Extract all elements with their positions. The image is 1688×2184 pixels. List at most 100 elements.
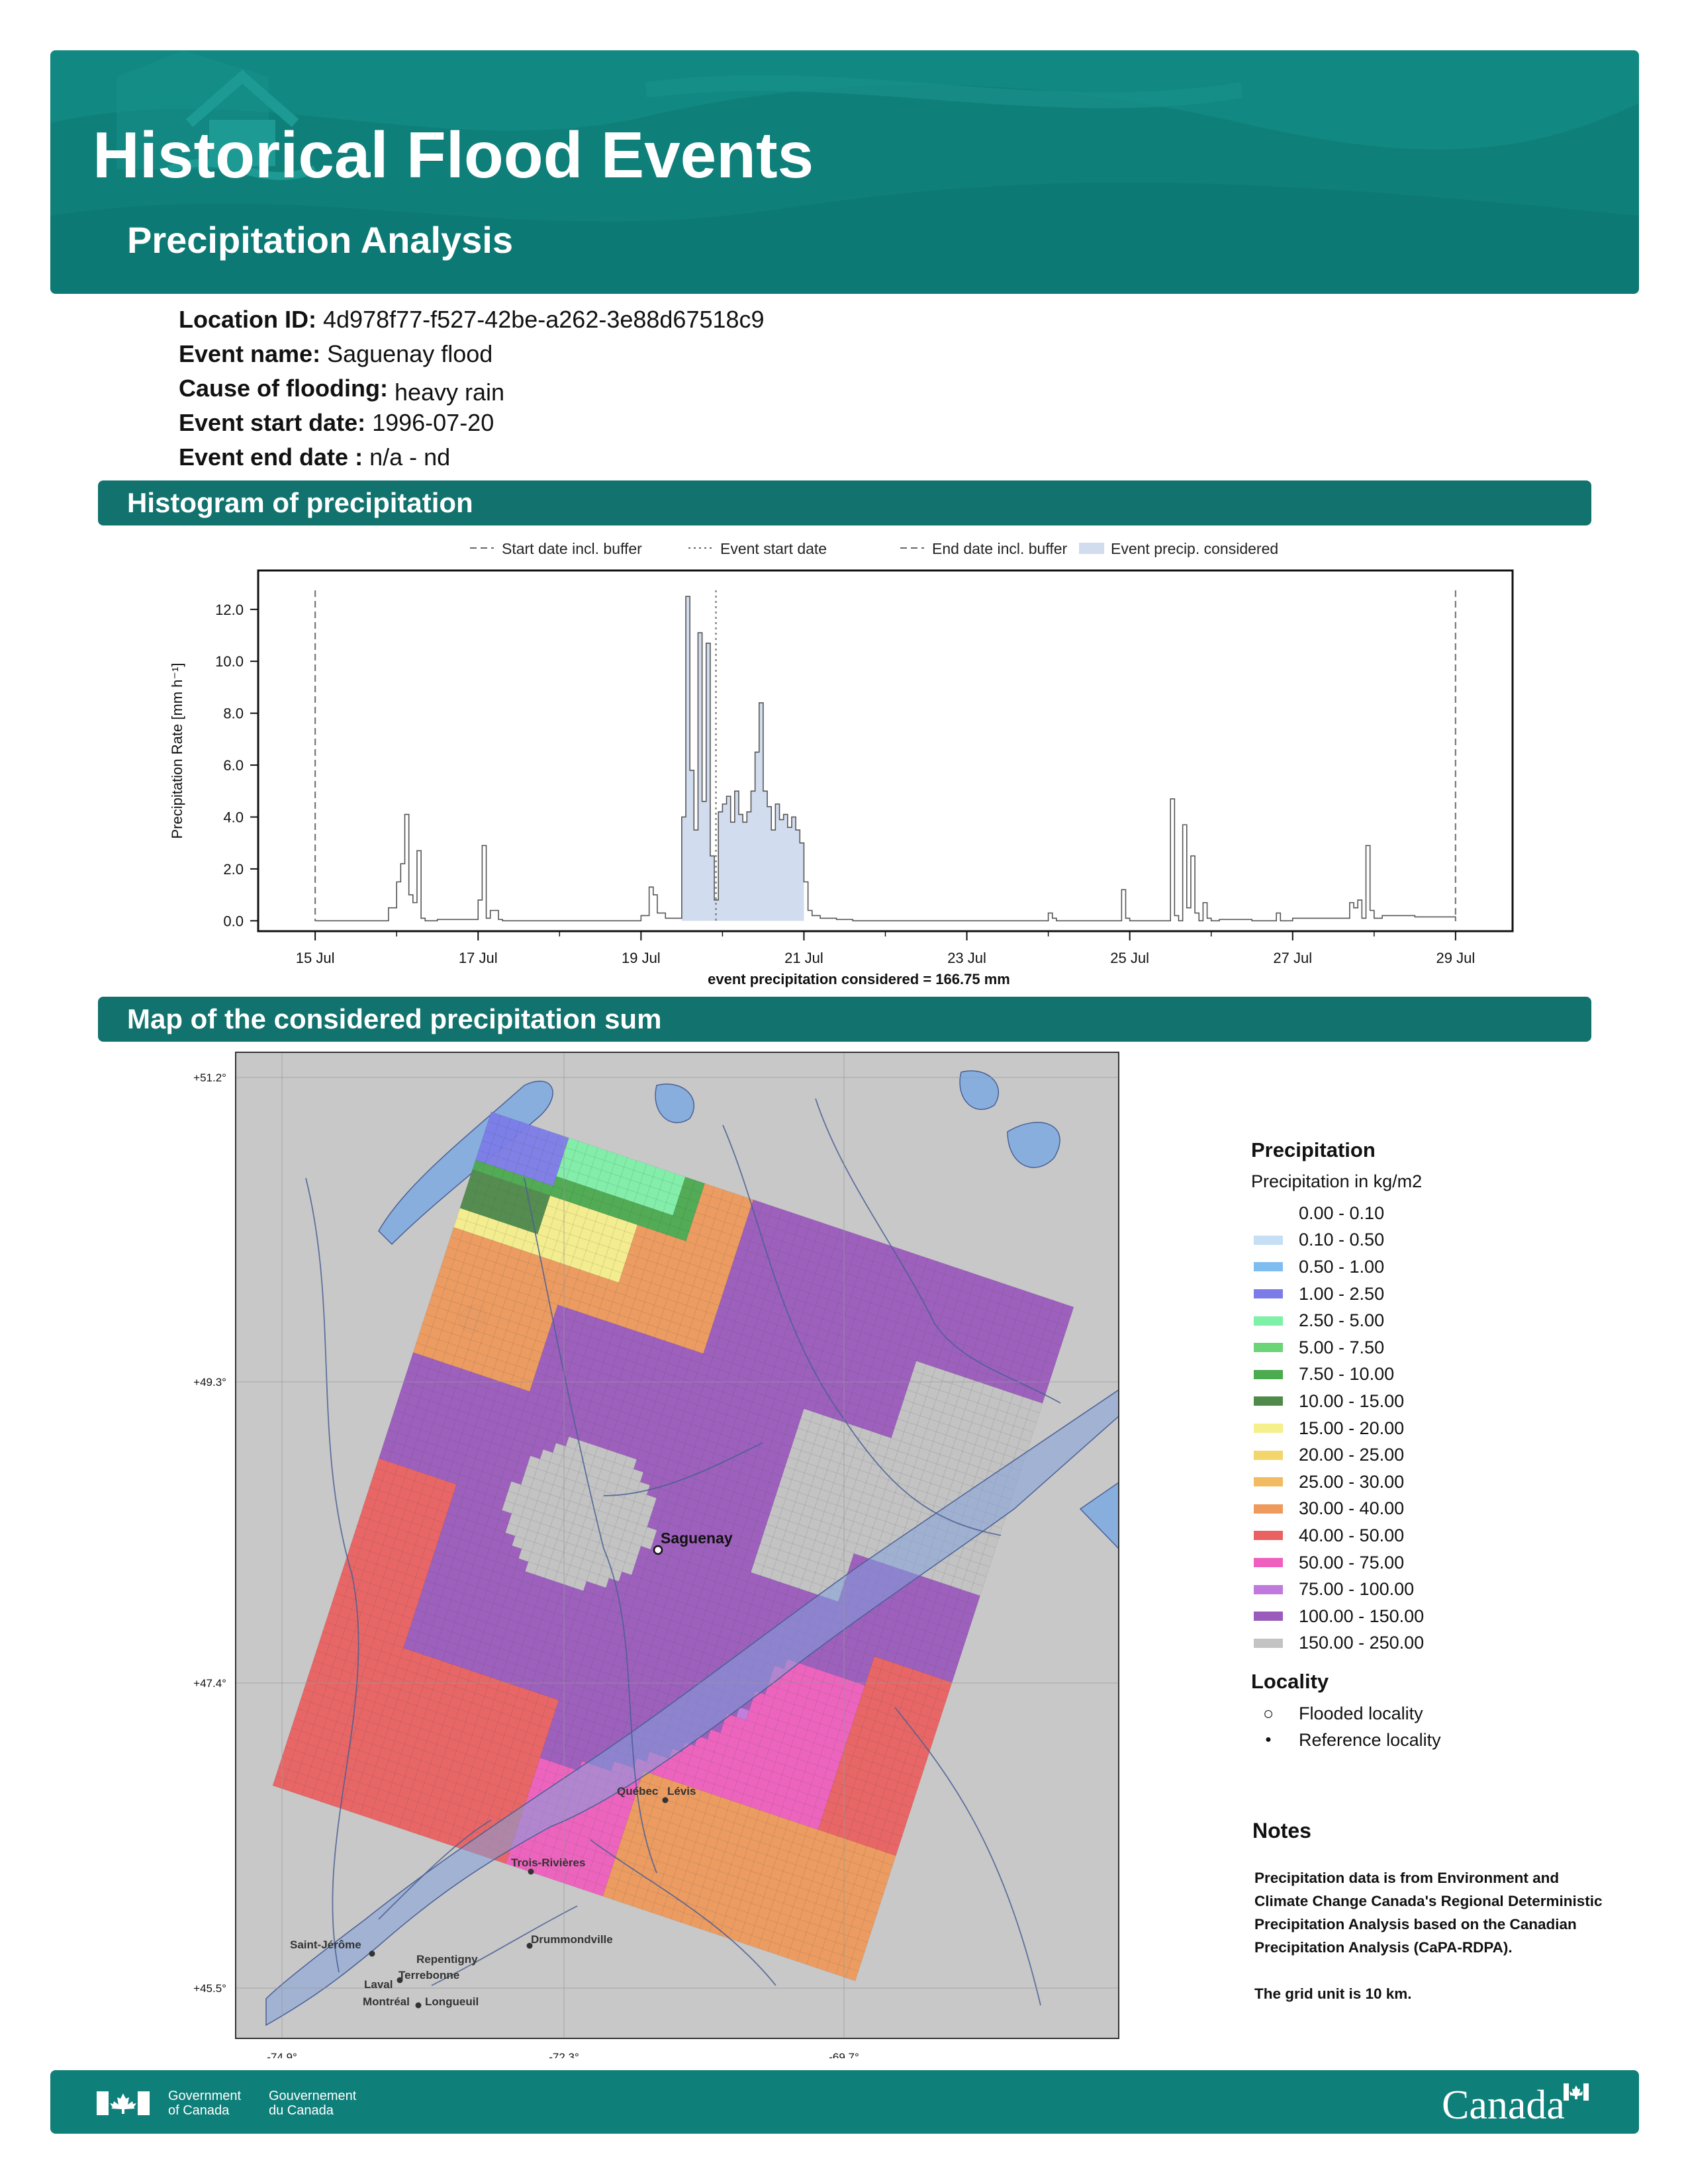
page-title: Historical Flood Events <box>93 118 814 191</box>
legend-item: 7.50 - 10.00 <box>1251 1361 1622 1388</box>
info-value: heavy rain <box>394 379 505 406</box>
chart-legend: Start date incl. buffer Event start date E… <box>470 540 1278 557</box>
info-label: Event name: <box>179 340 321 367</box>
gov-fr-text: Gouvernement du Canada <box>269 2089 356 2118</box>
legend-swatch <box>1254 1477 1283 1487</box>
legend-label: 20.00 - 25.00 <box>1299 1445 1405 1465</box>
reference-locality-label: Trois-Rivières <box>511 1856 585 1869</box>
section-bar-map: Map of the considered precipitation sum <box>98 997 1591 1042</box>
y-tick-label: 4.0 <box>223 809 244 825</box>
reference-locality-marker <box>415 2002 422 2009</box>
info-end-date: Event end date : n/a - nd <box>179 443 450 471</box>
legend-swatch <box>1254 1584 1283 1594</box>
river-line <box>722 1124 1002 1536</box>
section-title: Histogram of precipitation <box>127 487 473 518</box>
reference-locality-label: Québec <box>617 1785 658 1797</box>
legend-label: 0.10 - 0.50 <box>1299 1230 1385 1250</box>
reference-locality-marker <box>397 1977 403 1983</box>
y-tick-label: 2.0 <box>223 861 244 878</box>
legend-swatch <box>1254 1343 1283 1353</box>
page-subtitle: Precipitation Analysis <box>127 219 513 261</box>
notes-title: Notes <box>1252 1819 1311 1843</box>
lake-shape <box>655 1083 694 1123</box>
legend-item: 1.00 - 2.50 <box>1251 1281 1622 1308</box>
legend-patch-icon <box>1079 543 1104 554</box>
considered-precip-area <box>681 596 804 921</box>
x-tick-label: 15 Jul <box>296 950 335 966</box>
legend-title: Precipitation <box>1251 1138 1376 1161</box>
notes-text: Precipitation data is from Environment a… <box>1254 1870 1603 1956</box>
reference-locality-label: Lévis <box>667 1785 696 1797</box>
house-flood-icon <box>167 69 317 180</box>
grid-cell <box>845 1968 859 1981</box>
legend-label: Event start date <box>720 540 827 557</box>
legend-swatch <box>1254 1369 1283 1379</box>
reference-locality-label: Longueuil <box>425 1995 479 2008</box>
legend-swatch <box>1254 1316 1283 1326</box>
latitude-label: +45.5° <box>193 1982 226 1995</box>
legend-item: 150.00 - 250.00 <box>1251 1630 1622 1657</box>
legend-subtitle: Precipitation in kg/m2 <box>1251 1171 1423 1191</box>
river-line <box>815 1098 1061 1404</box>
reference-locality-marker <box>528 1868 534 1875</box>
legend-item: 5.00 - 7.50 <box>1251 1334 1622 1361</box>
locality-item-reference: ● Reference locality <box>1251 1727 1622 1753</box>
legend-label: 100.00 - 150.00 <box>1299 1606 1425 1626</box>
legend-label: 30.00 - 40.00 <box>1299 1498 1405 1519</box>
y-tick-label: 12.0 <box>215 602 244 618</box>
reference-locality-label: Drummondville <box>531 1933 613 1946</box>
legend-swatch <box>1254 1504 1283 1514</box>
y-tick-label: 6.0 <box>223 757 244 774</box>
precipitation-map: +51.2° +49.3° +47.4° +45.5° -74.9° -72.3° -69.… <box>193 1052 1119 2058</box>
legend-swatch <box>1254 1289 1283 1299</box>
legend-label: End date incl. buffer <box>932 540 1067 557</box>
banner-wave-pattern <box>50 50 1639 294</box>
header-banner <box>50 50 1639 294</box>
legend-label: Start date incl. buffer <box>502 540 642 557</box>
legend-items: 0.00 - 0.10 0.10 - 0.50 0.50 - 1.00 1.00 - … <box>1251 1200 1622 1657</box>
x-tick-label: 27 Jul <box>1273 950 1312 966</box>
y-tick-label: 0.0 <box>223 913 244 929</box>
map-frame <box>235 1052 1119 2039</box>
river-line <box>894 1707 1041 2006</box>
legend-item: 0.10 - 0.50 <box>1251 1227 1622 1254</box>
section-bar-histogram: Histogram of precipitation <box>98 480 1591 525</box>
y-tick-label: 10.0 <box>215 653 244 670</box>
legend-item: 0.50 - 1.00 <box>1251 1253 1622 1281</box>
legend-swatch <box>1254 1396 1283 1406</box>
info-value: Saguenay flood <box>327 340 493 367</box>
reference-locality-label: Terrebonne <box>399 1969 459 1981</box>
map-legend: Precipitation Precipitation in kg/m2 0.0… <box>1251 1138 1622 1753</box>
legend-swatch <box>1254 1424 1283 1433</box>
reference-marker-icon: ● <box>1265 1734 1272 1746</box>
reference-locality-label: Laval <box>364 1978 393 1991</box>
info-cause: Cause of flooding: heavy rain <box>179 375 504 406</box>
info-value: n/a - nd <box>369 443 451 471</box>
legend-item: 10.00 - 15.00 <box>1251 1388 1622 1415</box>
latitude-label: +51.2° <box>193 1071 226 1084</box>
longitude-label: -74.9° <box>267 2051 297 2058</box>
reference-locality-marker <box>526 1942 533 1949</box>
x-tick-label: 29 Jul <box>1436 950 1476 966</box>
x-tick-label: 23 Jul <box>947 950 986 966</box>
locality-item-flooded: ○ Flooded locality <box>1251 1700 1622 1727</box>
legend-item: 100.00 - 150.00 <box>1251 1603 1622 1630</box>
locality-label: Reference locality <box>1299 1729 1441 1750</box>
legend-swatch <box>1254 1262 1283 1272</box>
legend-swatch <box>1254 1208 1283 1218</box>
legend-label: 0.00 - 0.10 <box>1299 1203 1385 1223</box>
legend-item: 0.00 - 0.10 <box>1251 1200 1622 1227</box>
y-tick-label: 8.0 <box>223 705 244 722</box>
y-axis-label: Precipitation Rate [mm h⁻¹] <box>169 663 185 839</box>
flooded-locality-label: Saguenay <box>661 1529 733 1547</box>
legend-swatch <box>1254 1558 1283 1568</box>
legend-label: 75.00 - 100.00 <box>1299 1579 1415 1600</box>
info-label: Location ID: <box>179 306 316 333</box>
legend-label: 5.00 - 7.50 <box>1299 1337 1385 1357</box>
legend-swatch <box>1254 1450 1283 1460</box>
notes-grid-text: The grid unit is 10 km. <box>1254 1985 1412 2002</box>
info-start-date: Event start date: 1996-07-20 <box>179 409 494 437</box>
precip-total-annotation: event precipitation considered = 166.75 … <box>708 971 1010 987</box>
latitude-label: +49.3° <box>193 1376 226 1388</box>
info-event-name: Event name: Saguenay flood <box>179 340 492 368</box>
